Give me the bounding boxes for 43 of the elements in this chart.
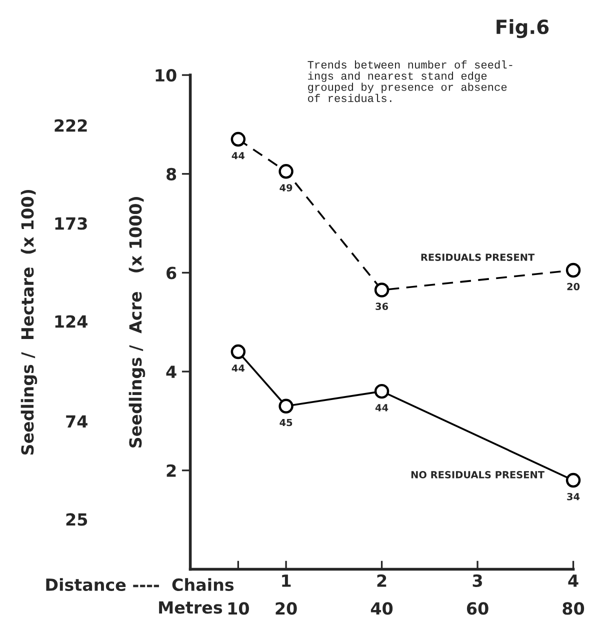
x-tick-label: 2 xyxy=(377,574,386,587)
x2-axis-title: Metres xyxy=(159,601,222,614)
point xyxy=(230,344,246,360)
y-tick-label: 6 xyxy=(166,266,176,280)
x-axis-title: Distance ---- Chains xyxy=(46,578,234,592)
annotation: 49 xyxy=(280,184,292,192)
annotation: 45 xyxy=(280,418,292,426)
x-tick-label: 3 xyxy=(472,574,482,587)
y2-tick-label: 124 xyxy=(55,315,88,328)
y2-tick-label: 25 xyxy=(66,513,88,526)
y-tick-label: 2 xyxy=(166,464,176,477)
annotation: 44 xyxy=(232,364,244,372)
point xyxy=(566,262,581,278)
y-tick-label: 4 xyxy=(166,366,176,378)
chart-title: Fig.6 xyxy=(496,19,549,38)
annotation: 44 xyxy=(232,152,244,160)
series-label: RESIDUALS PRESENT xyxy=(421,254,535,261)
x2-tick-label: 80 xyxy=(562,602,584,615)
point xyxy=(230,132,246,147)
y2-axis-title: Seedlings / Hectare (x 100) xyxy=(20,190,38,455)
x2-tick-label: 40 xyxy=(370,602,393,615)
annotation: 34 xyxy=(567,492,580,500)
x2-tick-label: 20 xyxy=(276,602,297,615)
point xyxy=(566,472,581,488)
point xyxy=(278,398,294,414)
series-label: NO RESIDUALS PRESENT xyxy=(411,471,544,478)
point xyxy=(374,282,390,298)
y-tick-label: 8 xyxy=(166,168,176,180)
point xyxy=(374,384,390,399)
annotation: 20 xyxy=(567,282,580,290)
y2-tick-label: 222 xyxy=(54,119,87,132)
y-axis-title: Seedlings / Acre (x 1000) xyxy=(128,197,146,448)
y-tick-label: 10 xyxy=(156,69,176,82)
annotation: 36 xyxy=(376,302,388,310)
y2-tick-label: 74 xyxy=(66,415,88,428)
x2-tick-label: 60 xyxy=(466,602,488,615)
x-tick-label: 4 xyxy=(568,574,578,587)
annotation: 44 xyxy=(375,404,388,412)
x2-tick-label: 10 xyxy=(228,602,249,615)
y2-tick-label: 173 xyxy=(55,217,87,230)
x-tick-label: 1 xyxy=(282,574,291,587)
chart-subtitle: Trends between number of seedl- ings and nearest stand edge grouped by presence or absence of residuals. xyxy=(308,60,512,102)
point xyxy=(278,164,294,179)
